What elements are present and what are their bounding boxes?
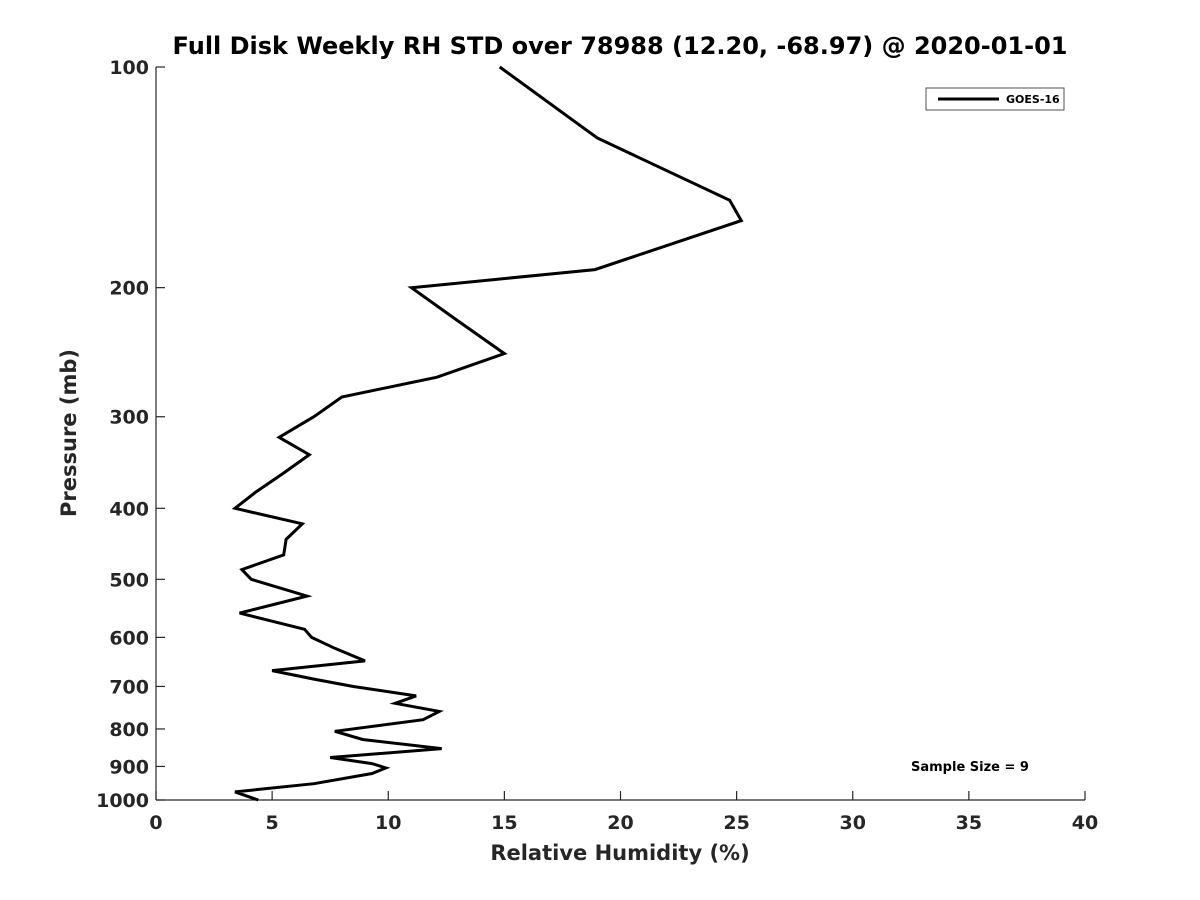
y-tick-label: 400	[109, 498, 149, 520]
y-tick-label: 100	[109, 57, 149, 79]
x-tick-label: 30	[840, 812, 866, 834]
x-tick-label: 20	[607, 812, 633, 834]
y-tick-label: 200	[109, 278, 149, 300]
y-axis-ticks: 100 200 300 400 500 600 700 800 900 1000	[96, 57, 165, 812]
x-tick-label: 35	[956, 812, 982, 834]
y-tick-label: 600	[109, 627, 149, 649]
y-tick-label: 1000	[96, 790, 149, 812]
x-tick-label: 5	[266, 812, 279, 834]
legend-label-goes-16: GOES-16	[1006, 93, 1060, 106]
legend: GOES-16	[925, 87, 1065, 111]
y-tick-label: 800	[109, 719, 149, 741]
y-tick-label: 700	[109, 676, 149, 698]
sample-size-annotation: Sample Size = 9	[911, 760, 1029, 775]
chart-title: Full Disk Weekly RH STD over 78988 (12.2…	[173, 32, 1068, 60]
y-tick-label: 300	[109, 407, 149, 429]
x-tick-label: 40	[1072, 812, 1098, 834]
x-tick-label: 10	[375, 812, 401, 834]
y-tick-label: 500	[109, 569, 149, 591]
y-tick-label: 900	[109, 756, 149, 778]
x-axis-label: Relative Humidity (%)	[490, 841, 749, 865]
series-line-goes-16	[231, 65, 744, 802]
x-tick-label: 0	[149, 812, 162, 834]
x-tick-label: 25	[723, 812, 749, 834]
x-axis-ticks: 0 5 10 15 20 25 30 35 40	[149, 791, 1098, 834]
series-layer	[231, 65, 744, 802]
plot-area	[156, 67, 1085, 800]
x-tick-label: 15	[491, 812, 517, 834]
y-axis-label: Pressure (mb)	[57, 349, 81, 517]
